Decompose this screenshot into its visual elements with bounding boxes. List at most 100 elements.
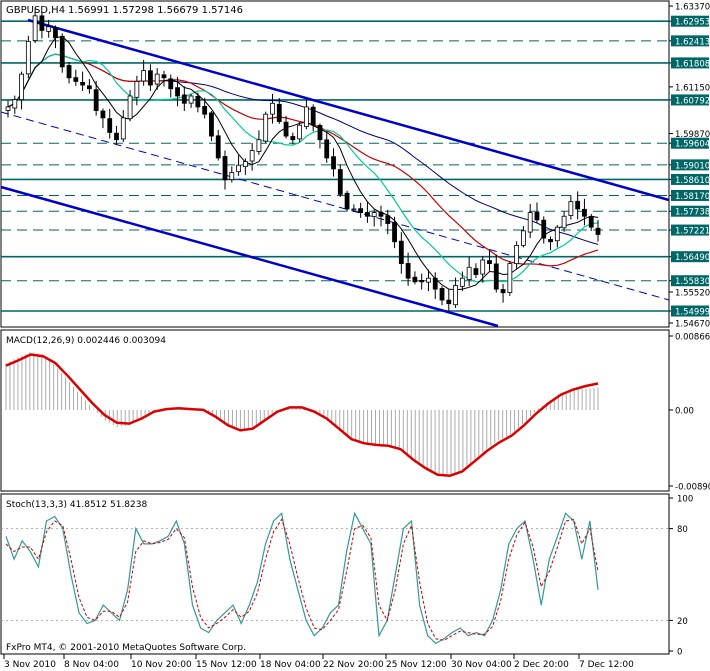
- candle-body: [209, 112, 214, 137]
- price-label: 1.61808: [675, 59, 710, 69]
- stoch-axis-label: 80: [677, 525, 688, 535]
- candle-body: [453, 285, 458, 306]
- candle-body: [46, 26, 52, 32]
- candle-body: [582, 208, 587, 217]
- price-label: 1.59870: [675, 130, 710, 140]
- candle-body: [53, 27, 58, 39]
- candle-body: [446, 299, 452, 305]
- price-label: 1.63370: [675, 3, 710, 13]
- price-label: 1.55830: [675, 277, 710, 287]
- moving-averages: [7, 35, 599, 291]
- candle-body: [466, 266, 472, 280]
- price-label: 1.56490: [675, 253, 710, 263]
- macd-indicator: [5, 352, 599, 477]
- candle-body: [161, 74, 167, 79]
- candle-body: [73, 77, 79, 82]
- candle-body: [276, 103, 282, 122]
- stoch-axis-label: 0: [677, 648, 682, 658]
- macd-signal-line[interactable]: [5, 353, 599, 477]
- candle-body: [242, 161, 248, 168]
- candle-body: [541, 219, 547, 239]
- ma-fast-line[interactable]: [7, 35, 599, 291]
- candle-body: [527, 212, 533, 233]
- candle-body: [229, 172, 235, 180]
- candle-body: [202, 105, 208, 115]
- candle-body: [32, 15, 38, 41]
- chart-header-ohlc: 1.56991 1.57298 1.56679 1.57146: [68, 5, 243, 16]
- macd-title: MACD(12,26,9) 0.002446 0.003094: [6, 336, 166, 346]
- candle-body: [263, 113, 269, 142]
- candle-body: [310, 106, 316, 126]
- candles: [5, 8, 601, 312]
- candle-body: [405, 263, 411, 279]
- candle-body: [141, 70, 147, 82]
- candle-body: [480, 259, 486, 275]
- candle-body: [100, 110, 106, 119]
- stoch-title: Stoch(13,3,3) 41.8512 51.8238: [6, 500, 147, 510]
- candle-body: [19, 73, 24, 101]
- price-label: 1.57221: [675, 227, 710, 237]
- price-label-box: [671, 159, 709, 171]
- candle-body: [134, 81, 140, 98]
- ma-mid-line[interactable]: [7, 53, 599, 283]
- candle-body: [493, 263, 499, 290]
- candle-body: [351, 208, 357, 211]
- candle-body: [188, 95, 194, 104]
- candle-body: [80, 81, 85, 86]
- candle-body: [473, 268, 479, 275]
- price-label-box: [671, 205, 709, 217]
- stoch-main-line[interactable]: [5, 511, 599, 645]
- candle-body: [127, 95, 133, 120]
- candle-body: [107, 118, 113, 133]
- candle-body: [561, 215, 567, 229]
- stoch-axis-label: 20: [677, 617, 688, 627]
- candle-body: [500, 289, 506, 294]
- candle-body: [12, 99, 18, 109]
- candle-body: [439, 288, 445, 301]
- price-label-box: [671, 35, 709, 47]
- candle-body: [344, 192, 350, 210]
- price-label: 1.59604: [675, 140, 710, 150]
- candle-body: [548, 239, 553, 243]
- candle-body: [534, 212, 540, 221]
- price-label-box: [671, 305, 709, 317]
- channel-upper-line[interactable]: [27, 18, 670, 202]
- price-label: 1.58170: [675, 192, 710, 202]
- candle-body: [324, 139, 330, 159]
- candle-body: [595, 227, 601, 235]
- channel-mid-line[interactable]: [0, 111, 670, 301]
- price-label-box: [671, 275, 709, 287]
- macd-axis-label: 0.00: [675, 406, 694, 416]
- time-axis-label: 3 Nov 2010: [4, 660, 56, 670]
- candle-body: [256, 139, 262, 152]
- price-label: 1.59010: [675, 161, 710, 171]
- price-label: 1.62953: [675, 18, 710, 28]
- price-label: 1.62413: [675, 37, 710, 47]
- candle-body: [358, 208, 364, 213]
- candle-body: [398, 240, 404, 265]
- channel-lower-line[interactable]: [0, 185, 499, 328]
- price-label-box: [671, 189, 709, 201]
- price-axis: 1.63370 1.62953 1.62413 1.61808 1.61150 1.607…: [669, 3, 710, 330]
- candle-body: [331, 156, 336, 170]
- price-label-box: [671, 173, 709, 185]
- time-axis-label: 30 Nov 04:00: [451, 660, 512, 670]
- candle-body: [459, 277, 465, 287]
- candle-body: [412, 276, 418, 283]
- candle-body: [317, 124, 323, 141]
- candle-body: [195, 96, 201, 108]
- macd-axis-label: 0.008662: [675, 333, 710, 343]
- candle-body: [120, 117, 126, 140]
- candle-body: [385, 215, 391, 224]
- candle-body: [507, 263, 513, 293]
- candle-body: [86, 85, 92, 90]
- candle-body: [59, 35, 65, 68]
- time-axis-label: 7 Dec 12:00: [579, 660, 634, 670]
- stoch-signal-line[interactable]: [5, 518, 599, 641]
- copyright-text: FxPro MT4, © 2001-2010 MetaQuotes Softwa…: [6, 643, 246, 653]
- candle-body: [575, 200, 581, 210]
- candle-body: [5, 106, 11, 111]
- time-axis-label: 22 Nov 20:00: [323, 660, 384, 670]
- price-label: 1.54670: [675, 320, 710, 330]
- candle-body: [154, 73, 160, 85]
